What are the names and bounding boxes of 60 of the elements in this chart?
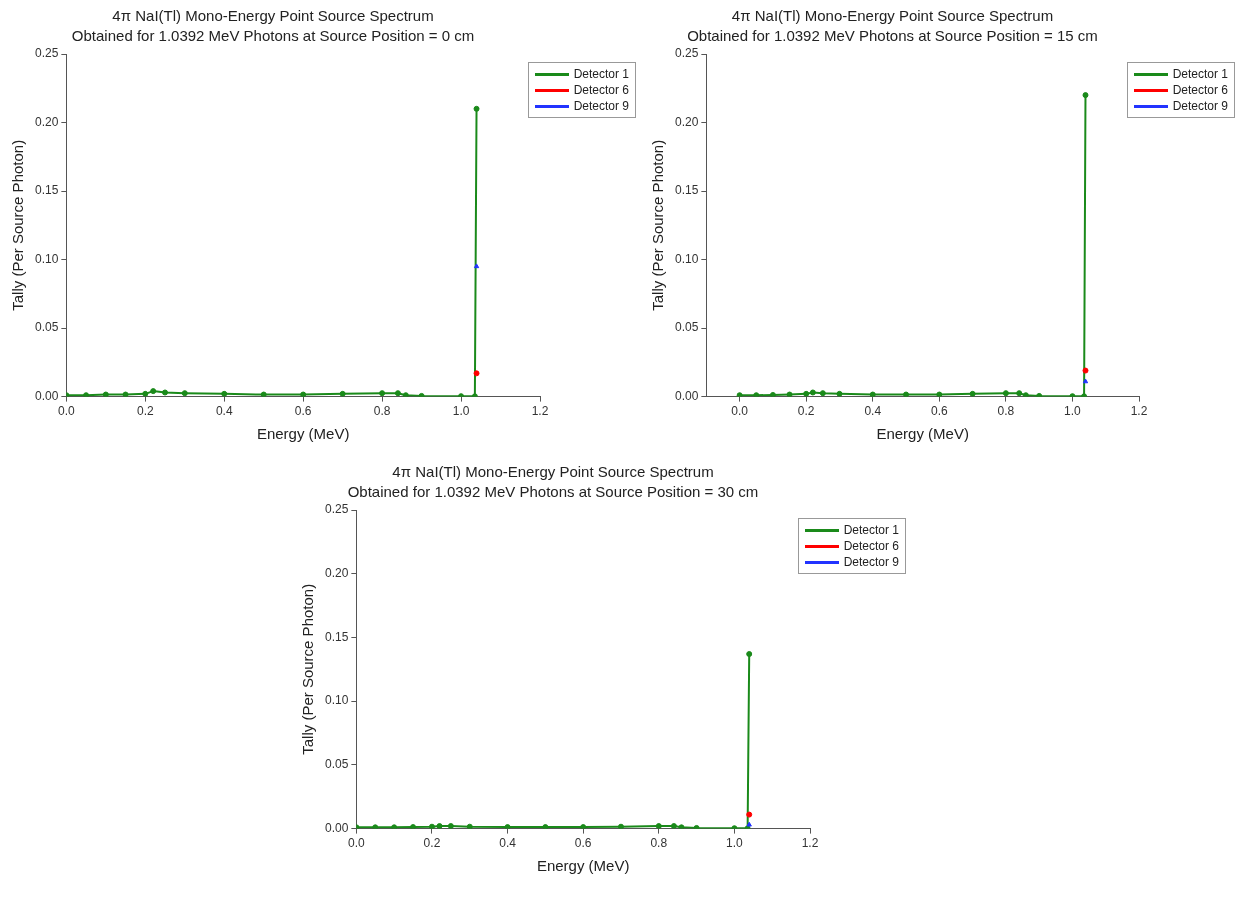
x-tick-label: 1.0: [726, 836, 744, 851]
chart-title: 4π NaI(Tl) Mono-Energy Point Source Spectrum: [731, 7, 1054, 25]
y-tick-label: 0.10: [675, 251, 699, 266]
x-tick-label: 0.4: [215, 404, 233, 419]
y-tick-label: 0.20: [675, 114, 699, 129]
y-axis-title: Tally (Per Source Photon): [649, 139, 667, 311]
chart-subtitle: Obtained for 1.0392 MeV Photons at Source Position = 30 cm: [347, 483, 759, 501]
chart-title: 4π NaI(Tl) Mono-Energy Point Source Spectrum: [392, 463, 714, 481]
x-tick-label: 0.0: [731, 404, 749, 419]
y-tick-label: 0.05: [325, 757, 349, 772]
x-tick-label: 1.2: [531, 404, 549, 419]
x-tick-label: 0.8: [373, 404, 391, 419]
chart-subtitle: Obtained for 1.0392 MeV Photons at Source Position = 15 cm: [687, 27, 1098, 45]
y-tick-label: 0.20: [325, 566, 349, 581]
y-tick-label: 0.00: [675, 388, 699, 403]
y-axis-title: Tally (Per Source Photon): [9, 139, 27, 311]
x-tick-label: 0.4: [864, 404, 882, 419]
legend-label: Detector 9: [843, 555, 899, 569]
legend-label: Detector 9: [1172, 99, 1228, 113]
y-tick-label: 0.15: [35, 183, 59, 198]
x-axis-title: Energy (MeV): [876, 425, 969, 443]
y-tick-label: 0.10: [35, 251, 59, 266]
x-tick-label: 0.0: [348, 836, 366, 851]
y-tick-label: 0.20: [35, 114, 59, 129]
legend-label: Detector 1: [843, 523, 899, 537]
y-tick-label: 0.15: [325, 629, 349, 644]
x-axis-title: Energy (MeV): [536, 857, 630, 875]
legend-label: Detector 1: [573, 67, 629, 81]
x-tick-label: 1.0: [452, 404, 470, 419]
chart-title: 4π NaI(Tl) Mono-Energy Point Source Spectrum: [112, 7, 434, 25]
x-tick-label: 0.8: [650, 836, 668, 851]
x-tick-label: 0.6: [930, 404, 948, 419]
x-tick-label: 0.2: [797, 404, 815, 419]
y-tick-label: 0.25: [675, 46, 699, 61]
legend-label: Detector 6: [843, 539, 899, 553]
legend-label: Detector 9: [573, 99, 629, 113]
x-tick-label: 0.8: [997, 404, 1015, 419]
legend-label: Detector 6: [1172, 83, 1228, 97]
x-tick-label: 0.6: [294, 404, 312, 419]
x-tick-label: 1.0: [1064, 404, 1082, 419]
x-tick-label: 0.2: [136, 404, 154, 419]
y-axis-title: Tally (Per Source Photon): [299, 583, 317, 755]
y-tick-label: 0.25: [35, 46, 59, 61]
x-tick-label: 0.0: [58, 404, 76, 419]
chart-subtitle: Obtained for 1.0392 MeV Photons at Source Position = 0 cm: [71, 27, 475, 45]
y-tick-label: 0.15: [675, 183, 699, 198]
legend-label: Detector 6: [573, 83, 629, 97]
y-tick-label: 0.05: [35, 320, 59, 335]
x-tick-label: 1.2: [1130, 404, 1148, 419]
y-tick-label: 0.10: [325, 693, 349, 708]
y-tick-label: 0.25: [325, 502, 349, 517]
y-tick-label: 0.00: [325, 820, 349, 835]
y-tick-label: 0.00: [35, 388, 59, 403]
x-tick-label: 0.4: [499, 836, 517, 851]
legend-label: Detector 1: [1172, 67, 1228, 81]
x-tick-label: 1.2: [801, 836, 819, 851]
x-tick-label: 0.2: [423, 836, 441, 851]
x-axis-title: Energy (MeV): [256, 425, 350, 443]
x-tick-label: 0.6: [574, 836, 592, 851]
y-tick-label: 0.05: [675, 320, 699, 335]
